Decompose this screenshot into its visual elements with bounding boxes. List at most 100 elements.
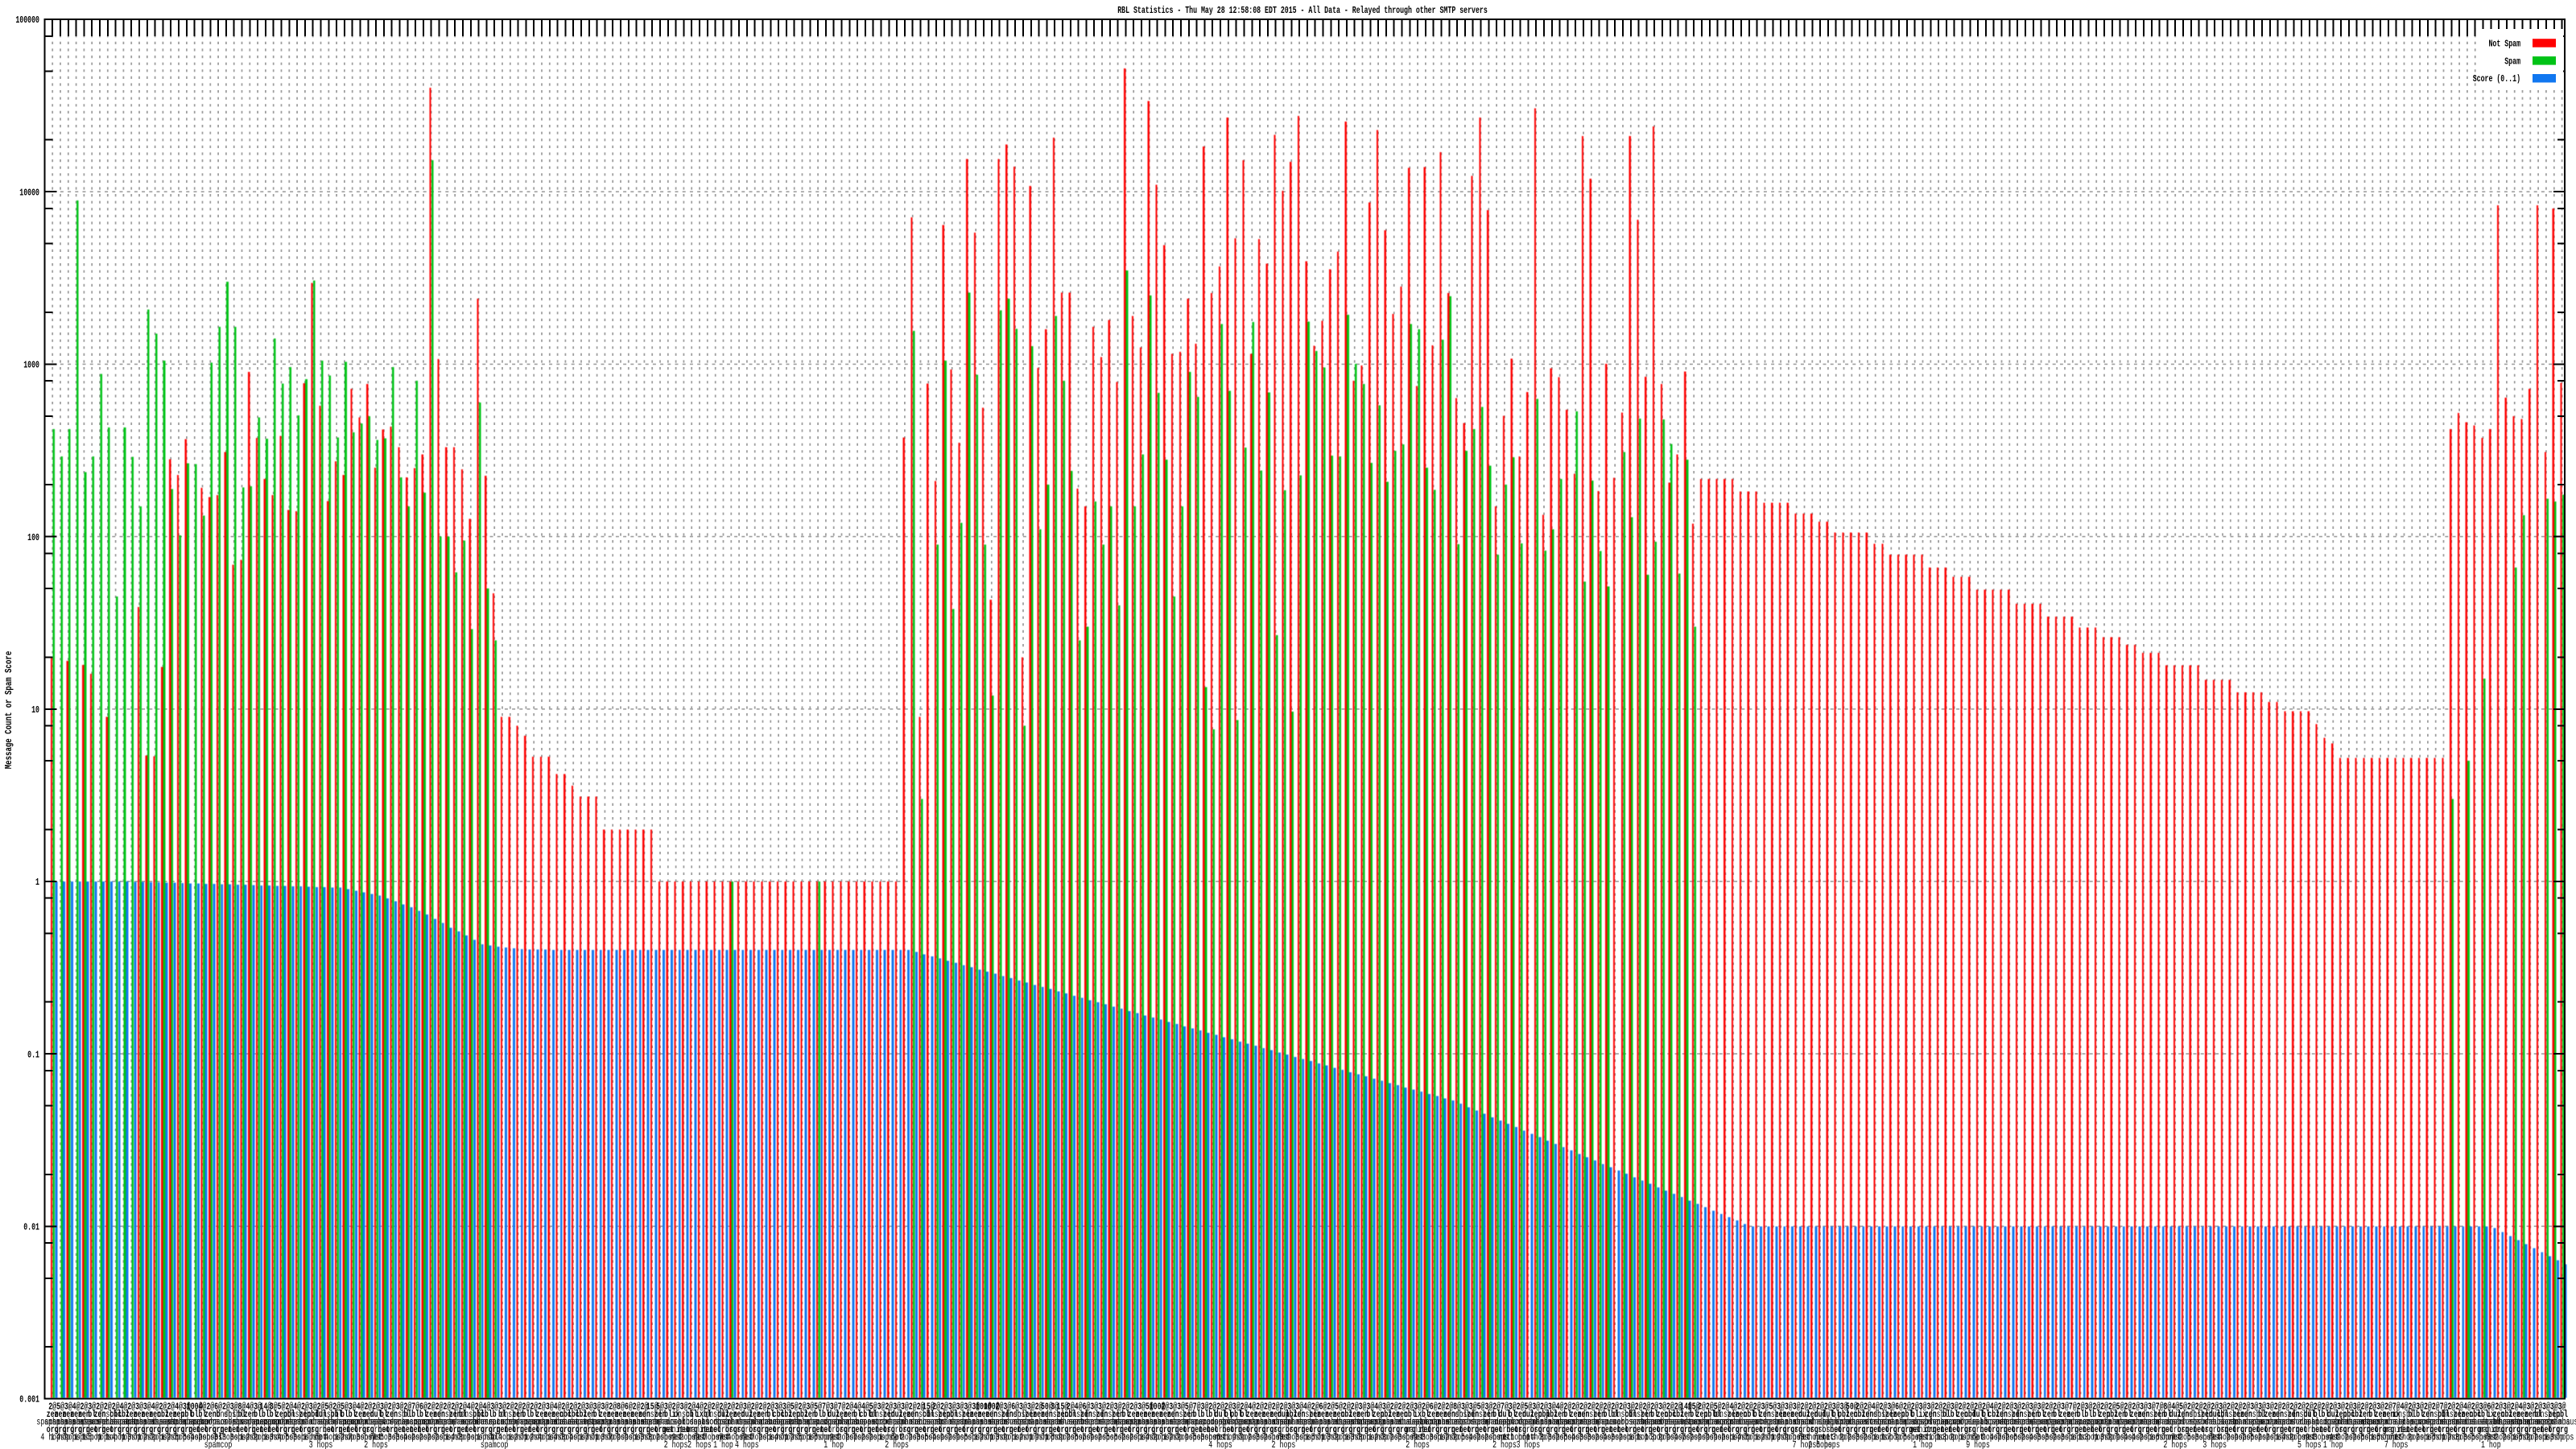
svg-text:org: org <box>1956 1424 1968 1435</box>
svg-text:bl: bl <box>2314 1410 2322 1421</box>
svg-text:zen: zen <box>362 1410 374 1421</box>
svg-text:2@: 2@ <box>1816 1402 1824 1413</box>
svg-text:dnsbl: dnsbl <box>824 1417 844 1428</box>
svg-text:2@: 2@ <box>1216 1402 1224 1413</box>
svg-text:net: net <box>1419 1424 1431 1435</box>
svg-text:spamhaus: spamhaus <box>1347 1417 1379 1428</box>
svg-text:2@: 2@ <box>1241 1402 1249 1413</box>
svg-text:org: org <box>2217 1424 2229 1435</box>
svg-text:2@: 2@ <box>2005 1402 2013 1413</box>
svg-text:4@: 4@ <box>696 1402 704 1413</box>
svg-text:6 hops: 6 hops <box>2250 1432 2274 1443</box>
svg-text:net: net <box>2161 1424 2174 1435</box>
svg-text:1 hop: 1 hop <box>1873 1432 1893 1443</box>
svg-text:abuseat: abuseat <box>1656 1417 1684 1428</box>
svg-text:spamhaus: spamhaus <box>2364 1417 2396 1428</box>
svg-text:2 hops: 2 hops <box>1690 1432 1714 1443</box>
svg-text:net: net <box>670 1432 682 1443</box>
svg-text:2@: 2@ <box>206 1402 214 1413</box>
svg-text:sorbs: sorbs <box>713 1424 733 1435</box>
svg-text:spamhaus: spamhaus <box>960 1417 992 1428</box>
svg-text:3 hops: 3 hops <box>1579 1432 1604 1443</box>
svg-text:2@: 2@ <box>1619 1402 1627 1413</box>
svg-text:abuseat: abuseat <box>1396 1417 1424 1428</box>
svg-text:3@: 3@ <box>2266 1402 2274 1413</box>
svg-text:org: org <box>622 1424 634 1435</box>
svg-text:org: org <box>970 1424 982 1435</box>
svg-text:2 hops: 2 hops <box>1019 1432 1043 1443</box>
svg-text:dnsbl: dnsbl <box>1873 1410 1893 1421</box>
svg-text:3@: 3@ <box>1777 1402 1785 1413</box>
svg-text:15@: 15@ <box>1688 1402 1700 1413</box>
svg-text:2@: 2@ <box>332 1402 341 1413</box>
svg-text:2 hops: 2 hops <box>1596 1432 1620 1443</box>
svg-text:3 hops: 3 hops <box>1256 1432 1280 1443</box>
svg-text:sorbs: sorbs <box>1629 1417 1649 1428</box>
svg-text:spamhaus: spamhaus <box>423 1417 456 1428</box>
svg-text:2@: 2@ <box>222 1402 230 1413</box>
svg-text:2 hops: 2 hops <box>1619 1432 1643 1443</box>
svg-text:3@: 3@ <box>1761 1402 1769 1413</box>
svg-text:org: org <box>1143 1424 1155 1435</box>
svg-text:dnsbl: dnsbl <box>1068 1410 1088 1421</box>
svg-text:spamhaus: spamhaus <box>1150 1417 1182 1428</box>
svg-text:org: org <box>2201 1424 2213 1435</box>
svg-text:2@: 2@ <box>1571 1402 1579 1413</box>
svg-text:dnsbl: dnsbl <box>674 1410 694 1421</box>
svg-text:zen: zen <box>2178 1410 2190 1421</box>
svg-text:3@: 3@ <box>1366 1402 1374 1413</box>
svg-text:spamcop: spamcop <box>859 1417 887 1428</box>
svg-text:cbl: cbl <box>1404 1410 1416 1421</box>
svg-text:2 hops: 2 hops <box>143 1432 167 1443</box>
svg-text:zen: zen <box>78 1410 90 1421</box>
svg-text:cbl: cbl <box>568 1410 580 1421</box>
svg-text:spamhaus: spamhaus <box>1631 1417 1663 1428</box>
svg-text:zen: zen <box>1112 1410 1124 1421</box>
svg-text:bl: bl <box>593 1410 601 1421</box>
svg-text:2@: 2@ <box>301 1402 309 1413</box>
svg-text:spamhaus: spamhaus <box>897 1417 929 1428</box>
svg-text:org: org <box>473 1424 485 1435</box>
svg-text:sorbs: sorbs <box>437 1417 457 1428</box>
svg-text:5 hops: 5 hops <box>1193 1432 1217 1443</box>
svg-text:bl: bl <box>498 1410 506 1421</box>
svg-text:3@: 3@ <box>2029 1402 2037 1413</box>
svg-text:2@: 2@ <box>285 1402 293 1413</box>
svg-text:5@: 5@ <box>656 1402 664 1413</box>
svg-text:spamhaus: spamhaus <box>644 1417 676 1428</box>
svg-text:3 hops: 3 hops <box>2061 1432 2085 1443</box>
svg-text:2@: 2@ <box>1698 1402 1706 1413</box>
svg-text:sorbs: sorbs <box>2300 1424 2320 1435</box>
svg-text:4 hops: 4 hops <box>932 1432 956 1443</box>
svg-text:spamcop: spamcop <box>2083 1417 2111 1428</box>
svg-text:2 hops: 2 hops <box>2289 1432 2314 1443</box>
svg-text:2@: 2@ <box>609 1402 617 1413</box>
svg-text:org: org <box>481 1424 493 1435</box>
svg-text:7 hops: 7 hops <box>609 1432 633 1443</box>
svg-text:net: net <box>1459 1424 1471 1435</box>
svg-text:spamhaus: spamhaus <box>1117 1417 1150 1428</box>
svg-text:spamhaus: spamhaus <box>573 1417 605 1428</box>
svg-text:5 hops: 5 hops <box>798 1432 822 1443</box>
svg-text:zen: zen <box>62 1410 74 1421</box>
svg-text:2@: 2@ <box>2242 1402 2250 1413</box>
svg-text:zen: zen <box>433 1410 445 1421</box>
svg-text:net: net <box>101 1424 114 1435</box>
svg-text:sorbs: sorbs <box>1929 1417 1949 1428</box>
svg-text:net: net <box>591 1424 603 1435</box>
svg-text:zen: zen <box>1373 1410 1385 1421</box>
svg-text:net: net <box>188 1424 200 1435</box>
svg-text:50@: 50@ <box>1846 1402 1858 1413</box>
svg-text:2 hops: 2 hops <box>2053 1432 2077 1443</box>
svg-text:zen: zen <box>622 1410 634 1421</box>
svg-text:3@: 3@ <box>254 1402 262 1413</box>
svg-text:org: org <box>449 1424 461 1435</box>
svg-text:org: org <box>686 1424 698 1435</box>
svg-text:spamhaus: spamhaus <box>1457 1417 1489 1428</box>
svg-text:spamhaus: spamhaus <box>36 1417 68 1428</box>
svg-text:sorbs: sorbs <box>500 1417 520 1428</box>
svg-text:1 hop: 1 hop <box>1502 1432 1522 1443</box>
svg-text:org: org <box>1570 1424 1582 1435</box>
svg-text:ix: ix <box>1919 1410 1927 1421</box>
svg-text:2@: 2@ <box>1398 1402 1406 1413</box>
